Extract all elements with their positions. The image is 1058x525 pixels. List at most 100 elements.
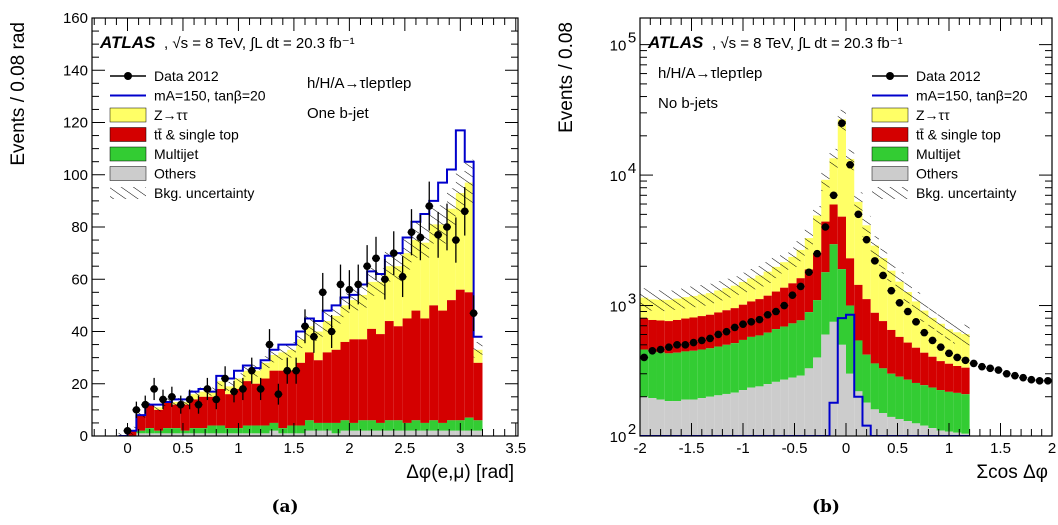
multijet-bar bbox=[376, 422, 385, 431]
data-point bbox=[986, 364, 994, 373]
multijet-bar bbox=[681, 351, 690, 400]
uncertainty-band bbox=[961, 324, 970, 346]
others-bar bbox=[393, 430, 403, 436]
uncertainty-band bbox=[755, 266, 764, 287]
uncertainty-band bbox=[747, 269, 756, 290]
others-bar bbox=[269, 430, 279, 436]
top-bar bbox=[136, 415, 146, 431]
data-point bbox=[301, 322, 309, 331]
y-tick-label: 140 bbox=[63, 62, 88, 79]
top-bar bbox=[171, 404, 181, 429]
data-point bbox=[978, 362, 986, 371]
others-bar bbox=[763, 384, 772, 436]
uncertainty-band bbox=[664, 290, 673, 312]
data-point bbox=[345, 285, 354, 294]
multijet-bar bbox=[640, 349, 649, 397]
multijet-bar bbox=[349, 422, 359, 431]
top-bar bbox=[936, 361, 945, 391]
others-bar bbox=[260, 433, 270, 436]
uncertainty-band bbox=[455, 171, 465, 215]
data-point bbox=[698, 336, 706, 345]
multijet-bar bbox=[804, 312, 814, 369]
data-point bbox=[416, 233, 425, 242]
x-tick-label: -0.5 bbox=[782, 440, 808, 457]
top-bar bbox=[961, 367, 970, 395]
data-point bbox=[681, 341, 690, 349]
top-bar bbox=[198, 396, 208, 429]
top-bar bbox=[349, 339, 359, 423]
multijet-bar bbox=[796, 320, 805, 376]
multijet-bar bbox=[763, 332, 772, 385]
ztt-bar bbox=[944, 329, 954, 364]
top-bar bbox=[804, 269, 814, 313]
top-bar bbox=[145, 404, 155, 429]
uncertainty-band bbox=[429, 205, 439, 244]
uncertainty-band bbox=[118, 432, 128, 436]
legend-marker-fill bbox=[109, 127, 147, 142]
uncertainty-band bbox=[928, 308, 937, 330]
others-bar bbox=[804, 368, 814, 436]
uncertainty-band bbox=[296, 330, 305, 349]
top-bar bbox=[278, 370, 288, 429]
others-bar bbox=[305, 430, 314, 436]
data-point bbox=[398, 272, 407, 281]
ztt-bar bbox=[296, 339, 305, 363]
top-bar bbox=[953, 366, 962, 393]
multijet-bar bbox=[411, 420, 421, 431]
data-point bbox=[274, 390, 283, 399]
ztt-bar bbox=[854, 201, 863, 285]
plot-area bbox=[640, 109, 1052, 436]
others-bar bbox=[730, 392, 739, 436]
data-point bbox=[854, 210, 863, 219]
others-bar bbox=[903, 421, 912, 436]
uncertainty-band bbox=[672, 289, 682, 310]
multijet-bar bbox=[358, 420, 368, 431]
uncertainty-band bbox=[287, 342, 297, 358]
data-point bbox=[363, 262, 371, 270]
top-bar bbox=[216, 388, 226, 426]
legend-marker-fill bbox=[109, 107, 147, 123]
others-bar bbox=[829, 321, 838, 436]
ztt-bar bbox=[837, 119, 846, 217]
ztt-bar bbox=[234, 378, 243, 389]
others-bar bbox=[251, 433, 261, 436]
ztt-bar bbox=[771, 266, 781, 292]
ztt-bar bbox=[903, 292, 912, 343]
others-bar bbox=[438, 430, 447, 436]
data-point bbox=[953, 353, 962, 362]
y-tick-label: 60 bbox=[71, 271, 88, 288]
uncertainty-band bbox=[788, 247, 797, 269]
uncertainty-band bbox=[358, 282, 368, 308]
multijet-bar bbox=[714, 346, 723, 396]
others-bar bbox=[771, 381, 781, 436]
uncertainty-band bbox=[402, 236, 412, 270]
top-bar bbox=[895, 336, 904, 377]
data-point bbox=[141, 400, 150, 409]
top-bar bbox=[455, 289, 465, 421]
others-bar bbox=[780, 379, 789, 436]
others-bar bbox=[402, 430, 412, 436]
top-bar bbox=[163, 402, 172, 429]
data-point bbox=[203, 385, 212, 393]
uncertainty-band bbox=[242, 364, 252, 377]
legend-marker-fill bbox=[871, 127, 909, 142]
data-point bbox=[239, 385, 247, 393]
others-bar bbox=[796, 375, 805, 436]
uncertainty-band bbox=[714, 281, 723, 302]
multijet-bar bbox=[672, 352, 682, 402]
ztt-bar bbox=[961, 334, 970, 368]
data-point bbox=[879, 271, 887, 280]
others-bar bbox=[296, 433, 305, 436]
uncertainty-band bbox=[180, 398, 190, 406]
top-bar bbox=[331, 349, 341, 423]
ztt-bar bbox=[821, 179, 830, 222]
y-axis-title: Events / 0.08 rad bbox=[8, 22, 29, 166]
y-tick-label: 20 bbox=[71, 376, 88, 393]
data-point bbox=[887, 286, 896, 295]
y-tick-label: 100 bbox=[63, 167, 88, 184]
data-point bbox=[689, 338, 698, 347]
others-bar bbox=[689, 399, 698, 436]
y-tick-label: 10 bbox=[610, 429, 627, 446]
multijet-bar bbox=[269, 422, 279, 431]
multijet-bar bbox=[854, 340, 863, 392]
